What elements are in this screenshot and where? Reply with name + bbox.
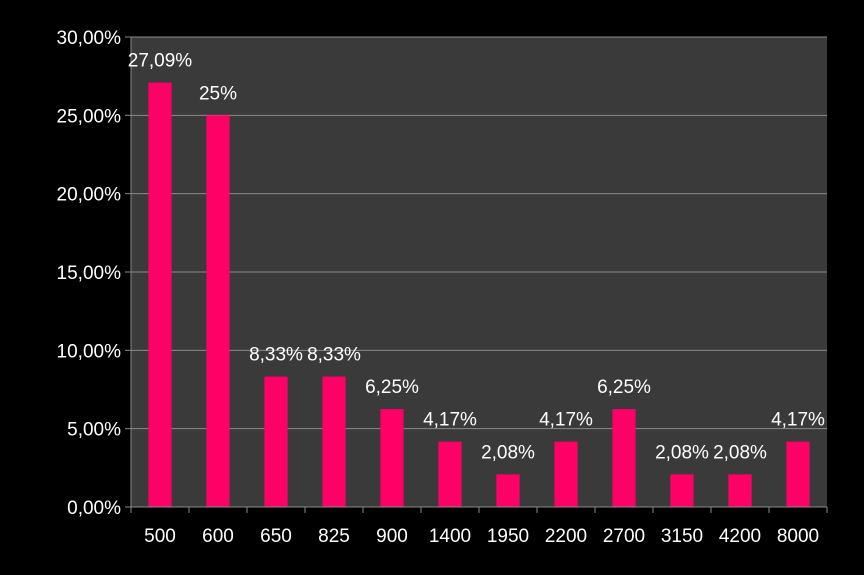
x-tick-label: 825 [318, 526, 350, 547]
data-label: 2,08% [481, 442, 535, 463]
x-tick-label: 1400 [429, 526, 471, 547]
x-tick-label: 650 [260, 526, 292, 547]
data-label: 8,33% [307, 344, 361, 365]
y-tick-label: 0,00% [67, 498, 121, 519]
bar [612, 409, 636, 507]
data-label: 4,17% [771, 410, 825, 431]
bar [728, 474, 752, 507]
x-tick-label: 1950 [487, 526, 529, 547]
x-tick-label: 2200 [545, 526, 587, 547]
bar [264, 376, 288, 507]
data-label: 2,08% [713, 442, 767, 463]
y-tick-label: 15,00% [57, 263, 122, 284]
bar [148, 82, 172, 507]
data-label: 8,33% [249, 344, 303, 365]
bar [786, 441, 810, 507]
axes: 0,00% 5,00% 10,00% 15,00% 20,00% 25,00% 30,00%… [57, 28, 828, 547]
data-label: 27,09% [128, 51, 193, 72]
x-tick-label: 500 [144, 526, 176, 547]
data-label: 6,25% [365, 377, 419, 398]
y-tick-label: 25,00% [57, 106, 122, 127]
data-label: 6,25% [597, 377, 651, 398]
y-tick-label: 20,00% [57, 185, 122, 206]
bar [380, 409, 404, 507]
x-tick-label: 4200 [719, 526, 761, 547]
x-tick-label: 3150 [661, 526, 703, 547]
x-tick-label: 8000 [777, 526, 819, 547]
bar [554, 441, 578, 507]
y-tick-label: 5,00% [67, 420, 121, 441]
data-label: 4,17% [423, 410, 477, 431]
x-tick-label: 900 [376, 526, 408, 547]
gridlines [131, 36, 827, 430]
bar [322, 376, 346, 507]
bar [670, 474, 694, 507]
bar [438, 441, 462, 507]
data-labels: 27,09%25%8,33% 8,33%6,25%4,17%2,08%4,17%6… [128, 51, 825, 464]
data-label: 25% [199, 83, 237, 104]
bars [148, 82, 810, 507]
bar [496, 474, 520, 507]
data-label: 2,08% [655, 442, 709, 463]
x-tick-label: 600 [202, 526, 234, 547]
bar [206, 115, 230, 507]
x-tick-label: 2700 [603, 526, 645, 547]
y-tick-label: 10,00% [57, 341, 122, 362]
data-label: 4,17% [539, 410, 593, 431]
y-tick-label: 30,00% [57, 28, 122, 49]
